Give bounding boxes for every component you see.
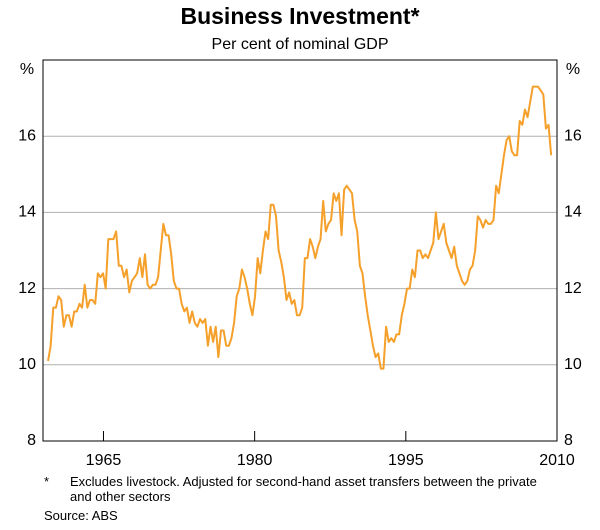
x-tick-label: 1965 xyxy=(86,452,122,469)
y-tick-label-left: 16 xyxy=(18,127,36,144)
footnote: Excludes livestock. Adjusted for second-… xyxy=(70,474,537,504)
y-tick-label-left: 10 xyxy=(18,356,36,373)
source: Source: ABS xyxy=(44,508,118,523)
chart: Business Investment* Per cent of nominal… xyxy=(18,3,582,469)
y-tick-label-left: 8 xyxy=(27,432,36,449)
y-tick-label-left: 12 xyxy=(18,280,36,297)
y-unit-left: % xyxy=(20,61,34,78)
data-line xyxy=(47,85,553,370)
chart-subtitle: Per cent of nominal GDP xyxy=(212,36,389,53)
plot-frame xyxy=(42,59,558,442)
x-tick-label: 1980 xyxy=(237,452,273,469)
y-unit-right: % xyxy=(566,61,580,78)
x-tick-label: 1995 xyxy=(388,452,424,469)
chart-title: Business Investment* xyxy=(180,3,419,29)
y-tick-label-right: 8 xyxy=(564,432,573,449)
y-tick-label-right: 10 xyxy=(564,356,582,373)
y-tick-label-right: 16 xyxy=(564,127,582,144)
footnote-marker: * xyxy=(44,474,50,489)
y-tick-label-right: 12 xyxy=(564,280,582,297)
y-tick-label-left: 14 xyxy=(18,204,36,221)
x-tick-label: 2010 xyxy=(539,452,575,469)
y-tick-label-right: 14 xyxy=(564,204,582,221)
